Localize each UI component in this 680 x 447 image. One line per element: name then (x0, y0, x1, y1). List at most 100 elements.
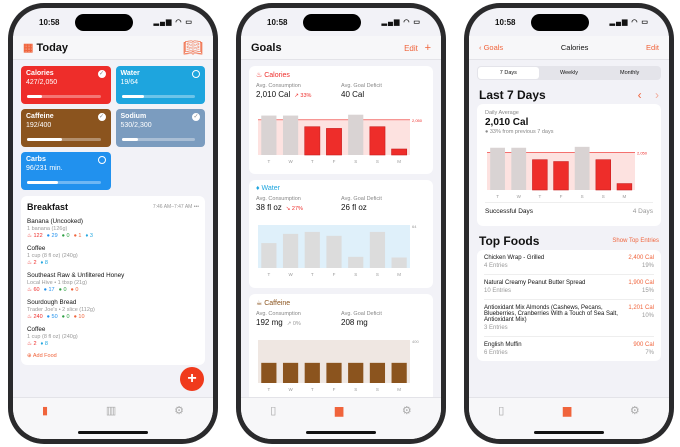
bar-5 (369, 231, 386, 268)
flame-icon: ♨ (27, 314, 32, 320)
food-percent: 19% (641, 263, 654, 269)
macro-value: 2 (33, 260, 37, 266)
avg-value: 2,010 Cal (256, 90, 291, 99)
tab-diary-book-icon[interactable]: ▮ (41, 405, 48, 417)
x-tick-label: F (333, 387, 336, 392)
page-title: Goals (251, 41, 282, 54)
change-value: ↗ 33% (294, 93, 312, 99)
food-entry[interactable]: Coffee 1 cup (8 fl oz) (240g) ♨ 2 ♦ 8 (27, 326, 199, 347)
x-tick-label: T (311, 387, 314, 392)
tab-settings-gear-icon[interactable]: ⚙ (401, 405, 412, 417)
segment-monthly[interactable]: Monthly (620, 70, 640, 76)
home-indicator (306, 431, 376, 434)
x-tick-label: T (267, 159, 270, 164)
goal-card-water[interactable]: ♦ Water Avg. Consumption 38 fl oz ↘ 27% Av… (249, 180, 433, 288)
signal-wifi-battery-icon: ▂▄▆ ◠ ▭ (381, 19, 421, 26)
avg-change: 33% from previous 7 days (489, 129, 554, 135)
tile-value: 530/2,300 (120, 122, 152, 129)
tile-progress-bar (121, 95, 195, 98)
show-top-entries-link[interactable]: Show Top Entries (612, 238, 659, 244)
food-percent: 10% (641, 313, 654, 319)
goal-tile-calories[interactable]: Calories 427/2,050 ✓ (21, 66, 111, 104)
macro-value: 1 (78, 233, 82, 239)
segment-weekly[interactable]: Weekly (560, 70, 578, 76)
goal-title: Caffeine (264, 300, 291, 307)
edit-button[interactable]: Edit (646, 43, 659, 52)
tab-chart-icon[interactable]: ▥ (105, 405, 117, 417)
entry-count: 10 Entries (484, 288, 512, 294)
macro-value: 0 (75, 287, 79, 293)
back-label: Goals (483, 43, 504, 52)
avg-label: Avg. Consumption (256, 83, 301, 89)
flame-icon: ♨ (27, 233, 32, 239)
food-entry[interactable]: Sourdough Bread Trader Joe's • 2 slice (1… (27, 299, 199, 320)
bar-3 (326, 362, 342, 383)
tab-settings-gear-icon[interactable]: ⚙ (629, 405, 640, 417)
food-name: Southeast Raw & Unfiltered Honey (27, 272, 125, 279)
edit-button[interactable]: Edit (404, 43, 418, 53)
cup-icon: ☕︎ (256, 300, 263, 307)
clock: 10:58 (495, 17, 516, 27)
page-title: Calories (560, 43, 589, 52)
home-indicator (78, 431, 148, 434)
x-tick-label: T (496, 194, 499, 199)
top-food-row[interactable]: Chicken Wrap - Grilled 4 Entries 2,400 Ca… (484, 250, 654, 275)
top-food-row[interactable]: Natural Creamy Peanut Butter Spread 10 En… (484, 275, 654, 300)
book-icon[interactable]: 📖︎ (182, 39, 203, 57)
empty-circle-icon (192, 70, 200, 78)
x-tick-label: T (311, 272, 314, 277)
back-button[interactable]: ‹ Goals (479, 43, 503, 52)
goal-tile-sodium[interactable]: Sodium 530/2,300 ✓ (115, 109, 205, 147)
tile-value: 192/400 (26, 122, 52, 129)
top-foods-heading: Top Foods (479, 234, 540, 248)
avg-label: Daily Average (485, 110, 519, 116)
avg-label: Avg. Consumption (256, 311, 301, 317)
goal-tile-water[interactable]: Water 19/64 (115, 66, 205, 104)
deficit-value: 40 Cal (341, 90, 365, 99)
goal-tile-carbs[interactable]: Carbs 96/231 min. (21, 152, 111, 190)
tab-diary-book-icon[interactable]: ▯ (498, 405, 505, 417)
chevron-right-icon[interactable]: › (655, 88, 659, 102)
goal-tile-caffeine[interactable]: Caffeine 192/400 ✓ (21, 109, 111, 147)
entry-count: 3 Entries (484, 325, 508, 331)
tab-chart-icon[interactable]: ▆ (334, 405, 344, 417)
top-food-row[interactable]: English Muffin 6 Entries 900 Cal 7% (484, 337, 654, 361)
goal-label: 2,050 (412, 118, 423, 123)
goal-card-caffeine[interactable]: ☕︎ Caffeine Avg. Consumption 192 mg ↗ 0% A… (249, 294, 433, 402)
segment-7-days[interactable]: 7 Days (478, 67, 539, 79)
add-food-button[interactable]: ⊕ Add Food (27, 353, 57, 359)
tab-diary-book-icon[interactable]: ▯ (270, 405, 277, 417)
food-entry[interactable]: Banana (Uncooked) 1 banana (126g) ♨ 122 ● 2… (27, 218, 199, 239)
top-food-row[interactable]: Antioxidant Mix Almonds (Cashews, Pecans… (484, 300, 654, 337)
successful-days-value: 4 Days (632, 208, 653, 215)
add-goal-button[interactable]: + (424, 41, 431, 54)
chevron-left-icon[interactable]: ‹ (637, 88, 642, 102)
food-entry[interactable]: Coffee 1 cup (8 fl oz) (240g) ♨ 2 ♦ 8 (27, 245, 199, 266)
bar-2 (304, 231, 320, 268)
dynamic-island (303, 14, 361, 31)
bar-3 (326, 128, 342, 156)
status-bar: 10:58 ▂▄▆ ◠ ▭ (13, 8, 213, 36)
tab-chart-icon[interactable]: ▆ (562, 405, 572, 417)
bar-0 (490, 147, 505, 190)
macro-value: 122 (33, 233, 43, 239)
bar-5 (369, 362, 386, 383)
goal-card-calories[interactable]: ♨ Calories Avg. Consumption 2,010 Cal ↗ 33… (249, 66, 433, 174)
deficit-label: Avg. Goal Deficit (341, 196, 382, 202)
goal-chart: 2,050 T W T F S S M (258, 114, 423, 164)
x-tick-label: W (517, 194, 522, 199)
water-drop-icon: ♦ (40, 260, 44, 266)
tile-value: 427/2,050 (26, 79, 58, 86)
food-percent: 7% (645, 350, 654, 356)
tab-settings-gear-icon[interactable]: ⚙ (174, 405, 185, 417)
add-button[interactable]: + (180, 367, 204, 391)
food-serving: 1 cup (8 fl oz) (240g) (27, 253, 78, 259)
bar-1 (511, 147, 527, 190)
food-name: Chicken Wrap - Grilled (484, 255, 545, 261)
food-entry[interactable]: Southeast Raw & Unfiltered Honey Local Hi… (27, 272, 199, 293)
calendar-icon[interactable]: ▦ (23, 42, 34, 54)
food-serving: 1 cup (8 fl oz) (240g) (27, 334, 78, 340)
more-button[interactable]: ••• (193, 204, 199, 210)
entry-count: 6 Entries (484, 350, 508, 356)
protein-icon: ● (61, 314, 65, 320)
